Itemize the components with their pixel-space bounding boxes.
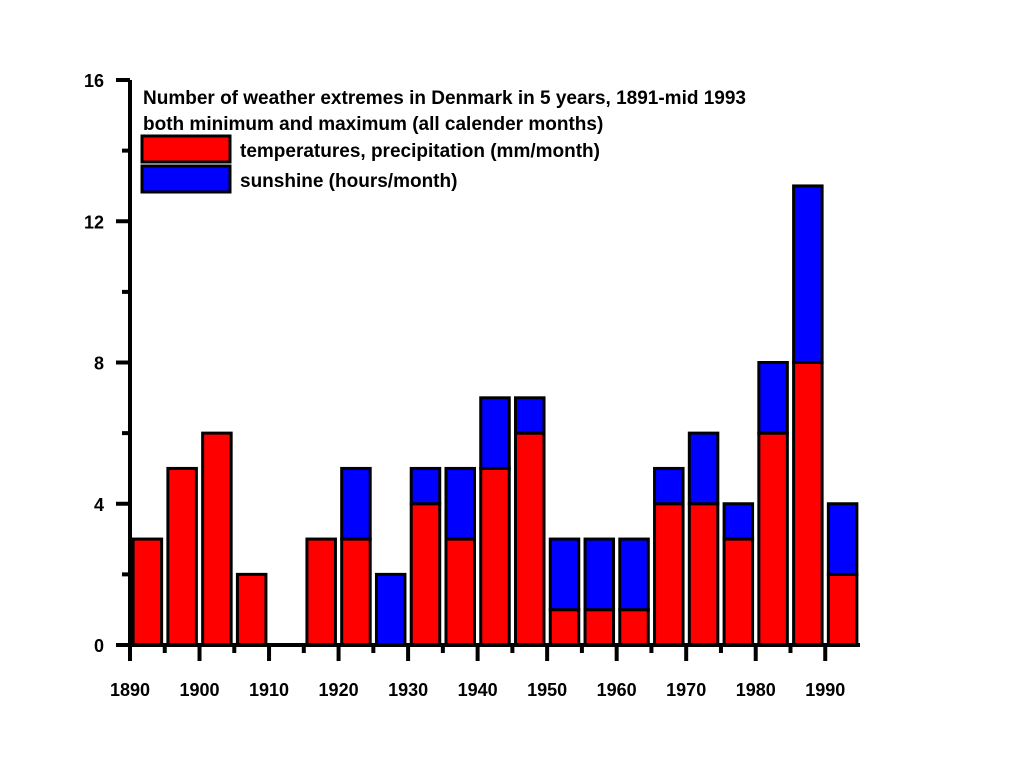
y-tick-label-4: 4 (94, 495, 104, 515)
x-tick-label-1910: 1910 (249, 680, 289, 700)
bar-sunshine-1976 (722, 502, 755, 541)
bar-sunshine-1956 (583, 537, 616, 612)
bars-group (131, 184, 859, 647)
bar-sunshine-1936 (444, 466, 476, 541)
bar-temperatures-1986 (792, 361, 824, 647)
x-tick-label-1960: 1960 (597, 680, 637, 700)
bar-temperatures-1921 (340, 537, 372, 647)
legend-swatch-temperatures (140, 134, 232, 164)
bar-temperatures-1936 (444, 537, 476, 647)
x-tick-label-1920: 1920 (319, 680, 359, 700)
chart-subtitle: both minimum and maximum (all calender m… (143, 114, 603, 135)
bar-sunshine-1951 (548, 537, 581, 612)
bar-sunshine-1981 (757, 361, 789, 435)
y-tick-label-8: 8 (94, 354, 104, 374)
y-tick-label-12: 12 (84, 212, 104, 232)
bar-temperatures-1941 (479, 466, 511, 647)
bar-temperatures-1971 (687, 502, 720, 647)
bar-sunshine-1941 (479, 396, 511, 470)
bar-sunshine-1986 (792, 184, 824, 364)
bar-sunshine-1961 (618, 537, 650, 612)
bar-temperatures-1991 (826, 572, 859, 647)
bar-sunshine-1931 (409, 466, 442, 506)
bar-temperatures-1931 (409, 502, 442, 647)
x-tick-label-1900: 1900 (180, 680, 220, 700)
x-tick-label-1890: 1890 (110, 680, 150, 700)
bar-temperatures-1976 (722, 537, 755, 647)
x-tick-label-1990: 1990 (805, 680, 845, 700)
bar-temperatures-1956 (583, 608, 616, 647)
bar-temperatures-1951 (548, 608, 581, 647)
x-tick-label-1940: 1940 (458, 680, 498, 700)
bar-sunshine-1921 (340, 466, 372, 541)
legend-label-temperatures: temperatures, precipitation (mm/month) (240, 141, 600, 162)
bar-sunshine-1966 (653, 466, 685, 506)
bar-sunshine-1926 (374, 572, 407, 647)
bar-sunshine-1946 (514, 396, 546, 435)
bar-temperatures-1961 (618, 608, 650, 647)
chart-title: Number of weather extremes in Denmark in… (143, 88, 746, 109)
axes-group: 0 4 8 12 16 1890 1900 1910 1920 1930 1940 1950 1960 1… (84, 71, 860, 700)
legend-label-sunshine: sunshine (hours/month) (240, 171, 457, 192)
bar-temperatures-1891 (131, 537, 164, 647)
bar-temperatures-1946 (514, 431, 546, 647)
legend: Number of weather extremes in Denmark in… (140, 88, 746, 194)
bar-temperatures-1901 (201, 431, 233, 647)
y-tick-label-16: 16 (84, 71, 104, 91)
x-tick-label-1980: 1980 (736, 680, 776, 700)
x-tick-label-1950: 1950 (527, 680, 567, 700)
bar-sunshine-1991 (826, 502, 859, 576)
x-tick-label-1970: 1970 (666, 680, 706, 700)
bar-temperatures-1906 (235, 572, 268, 647)
legend-swatch-sunshine (140, 164, 232, 194)
bar-temperatures-1916 (305, 537, 337, 647)
bar-temperatures-1966 (653, 502, 685, 647)
bar-temperatures-1896 (166, 466, 198, 647)
bar-temperatures-1981 (757, 431, 789, 647)
y-tick-label-0: 0 (94, 636, 104, 656)
x-tick-label-1930: 1930 (388, 680, 428, 700)
bar-sunshine-1971 (687, 431, 720, 506)
